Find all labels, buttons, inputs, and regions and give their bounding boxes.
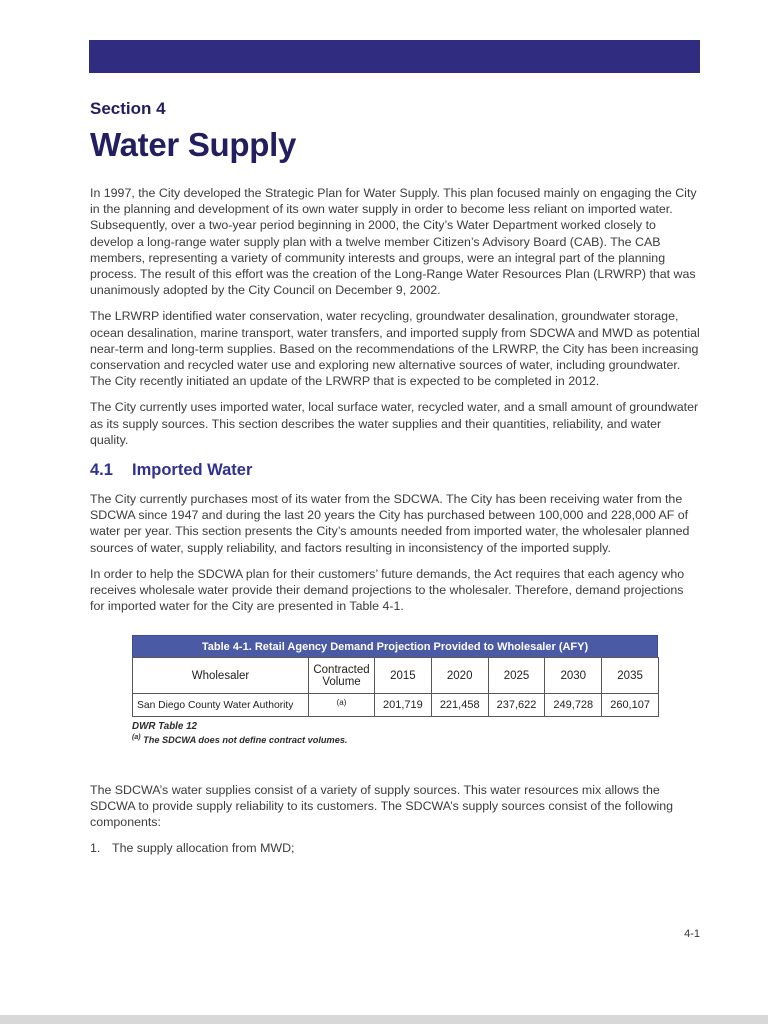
demand-projection-table: Wholesaler Contracted Volume 2015 2020 2… <box>132 657 659 718</box>
table-source-note: DWR Table 12 <box>132 721 197 733</box>
table-cell-2020: 221,458 <box>430 693 489 718</box>
table-cell-wholesaler: San Diego County Water Authority <box>132 693 309 718</box>
table-title: Table 4-1. Retail Agency Demand Projecti… <box>132 635 658 658</box>
table-footnote-text: The SDCWA does not define contract volum… <box>143 735 348 746</box>
section-4-1-title: Imported Water <box>132 461 253 480</box>
intro-paragraph-2: The LRWRP identified water conservation,… <box>90 309 700 389</box>
table-header-row: Wholesaler Contracted Volume 2015 2020 2… <box>132 657 659 695</box>
section-4-1-paragraph-2: In order to help the SDCWA plan for thei… <box>90 566 685 614</box>
list-item-1-text: The supply allocation from MWD; <box>112 841 295 856</box>
table-4-1: Table 4-1. Retail Agency Demand Projecti… <box>132 635 659 746</box>
table-cell-contracted-volume: (a) <box>308 693 375 718</box>
table-cell-2030: 249,728 <box>544 693 603 718</box>
footnote-reference: (a) <box>336 698 347 708</box>
table-row: San Diego County Water Authority (a) 201… <box>132 693 659 718</box>
table-footnote: (a) The SDCWA does not define contract v… <box>132 734 658 745</box>
table-footnote-marker: (a) <box>132 734 141 742</box>
page-title: Water Supply <box>90 126 297 163</box>
table-cell-2025: 237,622 <box>487 693 546 718</box>
viewer-background-strip <box>0 1015 768 1024</box>
page-number: 4-1 <box>684 928 700 940</box>
column-header-wholesaler: Wholesaler <box>132 657 309 695</box>
column-header-2025: 2025 <box>487 657 546 695</box>
section-label: Section 4 <box>90 99 166 118</box>
section-4-1-heading: 4.1 Imported Water <box>90 461 700 480</box>
after-table-paragraph: The SDCWA’s water supplies consist of a … <box>90 782 674 829</box>
intro-paragraph-1: In 1997, the City developed the Strategi… <box>90 186 697 298</box>
column-header-2015: 2015 <box>374 657 432 695</box>
page-content: Section 4 Water Supply In 1997, the City… <box>90 99 700 856</box>
table-cell-2035: 260,107 <box>601 693 659 718</box>
intro-paragraph-3: The City currently uses imported water, … <box>90 400 699 447</box>
table-cell-2015: 201,719 <box>374 693 432 718</box>
column-header-2030: 2030 <box>544 657 603 695</box>
section-4-1-number: 4.1 <box>90 461 113 480</box>
section-4-1-paragraph-1: The City currently purchases most of its… <box>90 492 690 555</box>
column-header-2020: 2020 <box>430 657 489 695</box>
list-item-1-number: 1. <box>90 841 101 856</box>
header-bar <box>89 40 700 73</box>
column-header-2035: 2035 <box>601 657 659 695</box>
list-item-1: 1. The supply allocation from MWD; <box>90 840 700 856</box>
column-header-contracted-volume: Contracted Volume <box>308 657 375 695</box>
